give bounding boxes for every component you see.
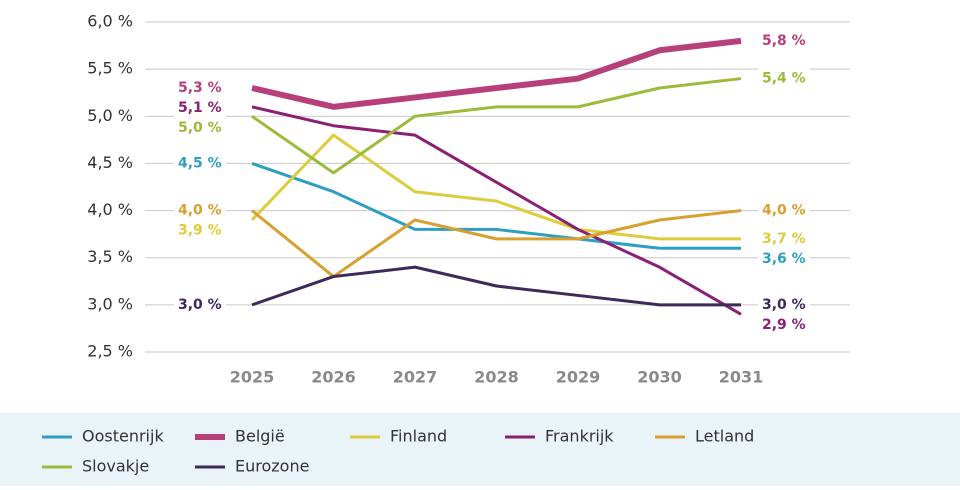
value-label-background — [174, 200, 226, 221]
y-tick-label: 4,0 % — [87, 200, 133, 219]
value-label-background — [174, 98, 226, 118]
value-label-background — [758, 248, 810, 269]
value-label: 3,7 % — [762, 231, 806, 247]
x-tick-label: 2025 — [230, 368, 275, 387]
y-tick-label: 3,5 % — [87, 247, 133, 266]
legend-label: België — [235, 427, 285, 446]
series-line — [251, 209, 742, 279]
legend-label: Eurozone — [235, 457, 309, 476]
value-label: 2,9 % — [762, 317, 806, 333]
value-label-background — [758, 314, 810, 335]
series-line — [251, 265, 741, 307]
value-label-background — [174, 220, 226, 241]
value-label-background — [758, 200, 810, 221]
x-tick-label: 2031 — [719, 368, 764, 387]
value-label: 4,0 % — [762, 203, 806, 219]
y-tick-label: 5,5 % — [87, 59, 133, 78]
value-label: 3,9 % — [178, 223, 222, 239]
value-label: 4,0 % — [178, 203, 222, 219]
value-label-background — [174, 153, 226, 174]
legend-label: Oostenrijk — [82, 427, 164, 446]
series-line — [251, 37, 742, 110]
series-line — [251, 77, 742, 175]
legend-label: Finland — [390, 427, 447, 446]
value-label: 3,6 % — [762, 251, 806, 267]
series-line — [251, 105, 742, 316]
x-tick-label: 2028 — [474, 368, 519, 387]
value-label: 3,0 % — [178, 297, 222, 313]
legend-label: Frankrijk — [545, 427, 614, 446]
value-label-background — [174, 294, 226, 315]
value-label: 5,3 % — [178, 80, 222, 96]
legend-label: Slovakje — [82, 457, 149, 476]
y-tick-label: 6,0 % — [87, 12, 133, 31]
y-tick-label: 2,5 % — [87, 342, 133, 361]
value-label: 5,1 % — [178, 100, 222, 116]
value-label-background — [758, 30, 810, 51]
value-label-background — [174, 78, 226, 98]
x-tick-label: 2030 — [637, 368, 682, 387]
y-tick-label: 3,0 % — [87, 294, 133, 313]
x-tick-label: 2026 — [311, 368, 356, 387]
value-label: 5,8 % — [762, 33, 806, 49]
legend-label: Letland — [695, 427, 754, 446]
legend-background — [0, 413, 960, 486]
value-label: 5,4 % — [762, 71, 806, 87]
value-label-background — [758, 228, 810, 249]
value-label-background — [758, 294, 810, 315]
value-label-background — [758, 68, 810, 89]
y-tick-label: 5,0 % — [87, 106, 133, 125]
x-tick-label: 2027 — [393, 368, 438, 387]
x-tick-label: 2029 — [556, 368, 601, 387]
value-label: 5,0 % — [178, 120, 222, 136]
y-tick-label: 4,5 % — [87, 153, 133, 172]
value-label: 3,0 % — [762, 297, 806, 313]
series-line — [250, 133, 741, 241]
series-line — [251, 162, 741, 250]
value-label-background — [174, 118, 226, 138]
value-label: 4,5 % — [178, 155, 222, 171]
